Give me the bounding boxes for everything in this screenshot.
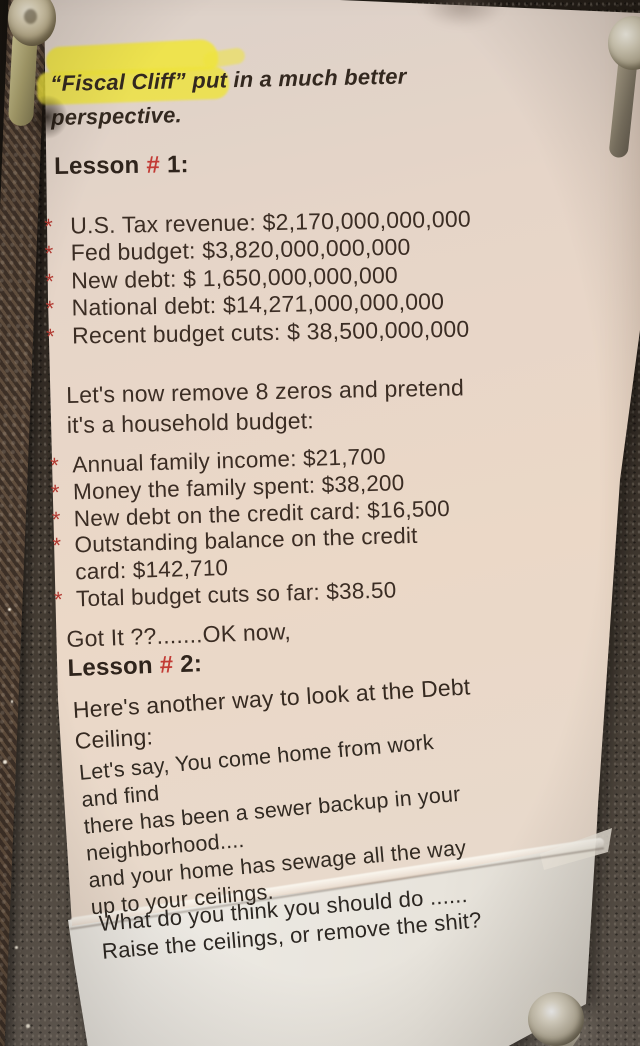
asterisk-bullet: *	[44, 241, 54, 267]
lesson2-heading-number: 2:	[179, 650, 203, 679]
pushpin-head	[528, 992, 584, 1046]
list-item-text: New debt: $ 1,650,000,000,000	[70, 261, 399, 294]
sparkle-speck	[3, 760, 7, 764]
asterisk-bullet: *	[45, 323, 56, 349]
household-intro: Let's now remove 8 zeros and pretend it'…	[66, 373, 465, 440]
lesson2-heading-hash: #	[159, 651, 174, 679]
list-item-text: Fed budget: $3,820,000,000,000	[70, 234, 411, 266]
sparkle-speck	[26, 1024, 30, 1028]
asterisk-bullet: *	[53, 586, 64, 612]
asterisk-bullet: *	[45, 296, 55, 322]
asterisk-bullet: *	[44, 268, 55, 294]
got-it-block: Got It ??.......OK now, Lesson #2:	[66, 616, 292, 684]
poster-title: “Fiscal Cliff” put in a much better pers…	[50, 60, 408, 135]
sparkle-speck	[15, 946, 18, 949]
asterisk-bullet: *	[44, 213, 54, 239]
asterisk-bullet: *	[51, 506, 61, 532]
lesson2-heading-word: Lesson	[67, 652, 154, 682]
list-item-text: U.S. Tax revenue: $2,170,000,000,000	[69, 205, 472, 239]
asterisk-bullet: *	[50, 452, 60, 478]
lesson1-heading-hash: #	[146, 151, 161, 179]
list-item-text: card: $142,710	[74, 555, 229, 585]
asterisk-bullet: *	[52, 533, 62, 559]
pushpin-hole	[24, 9, 37, 24]
lesson1-heading-number: 1:	[166, 151, 189, 179]
asterisk-bullet	[54, 580, 76, 581]
household-list: * Annual family income: $21,700 * Money th…	[50, 442, 453, 614]
asterisk-bullet: *	[50, 479, 61, 505]
sparkle-speck	[8, 608, 11, 611]
sparkle-speck	[11, 700, 13, 703]
lesson1-heading-word: Lesson	[54, 151, 140, 180]
list-item-text: Recent budget cuts: $ 38,500,000,000	[71, 315, 470, 349]
lesson1-heading: Lesson #1:	[54, 151, 189, 181]
lesson1-list: * U.S. Tax revenue: $2,170,000,000,000 * F…	[44, 206, 473, 350]
